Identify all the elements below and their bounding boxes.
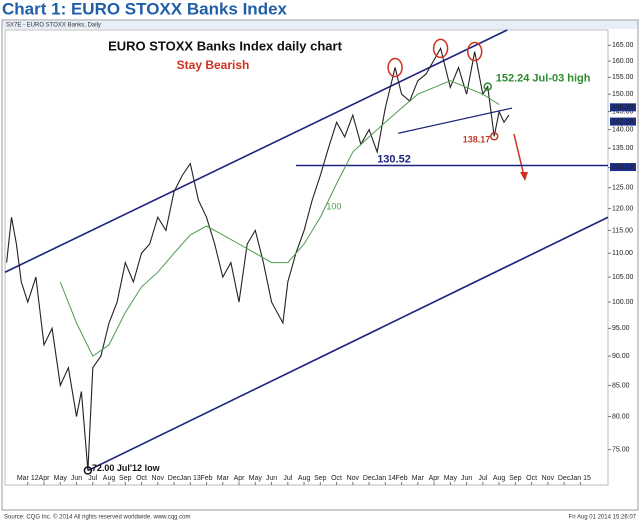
x-tick-label: Jun: [461, 475, 472, 482]
price-label: 142.20: [612, 118, 634, 125]
y-tick-label: 150.00: [612, 91, 634, 98]
annotation-label: 138.17: [463, 135, 491, 145]
y-tick-label: 75.00: [612, 446, 630, 453]
x-tick-label: Aug: [493, 475, 506, 482]
plot-area: [4, 29, 609, 486]
footer-date: Fri Aug 01 2014 15:26:07: [569, 515, 637, 521]
y-tick-label: 100.00: [612, 299, 634, 306]
x-tick-label: Jul: [88, 475, 97, 482]
y-tick-label: 140.00: [612, 126, 634, 133]
arrow-head: [520, 172, 528, 181]
x-tick-label: Sep: [314, 475, 327, 482]
x-tick-label: Jul: [478, 475, 487, 482]
y-tick-label: 145.00: [612, 108, 634, 115]
trendline: [398, 107, 513, 134]
trendline: [4, 29, 508, 273]
chart-header-bar: [3, 21, 637, 29]
bearish-arrow: [513, 133, 525, 177]
annotation-marker: [483, 82, 492, 91]
peak-circle: [432, 38, 449, 59]
annotation-marker: [489, 132, 499, 141]
chart-tagline: Stay Bearish: [177, 58, 250, 72]
x-tick-label: Oct: [331, 475, 342, 482]
y-tick-label: 135.00: [612, 145, 634, 152]
x-tick-label: Aug: [298, 475, 311, 482]
x-tick-label: Jan 14: [375, 475, 396, 482]
y-tick-label: 95.00: [612, 325, 630, 332]
y-tick-label: 80.00: [612, 413, 630, 420]
y-tick-label: 160.00: [612, 58, 634, 65]
annotation-marker: [83, 466, 93, 475]
y-tick-label: 90.00: [612, 353, 630, 360]
page-title: Chart 1: EURO STOXX Banks Index: [2, 0, 288, 18]
x-tick-label: Oct: [526, 475, 537, 482]
x-tick-label: Sep: [509, 475, 522, 482]
price-label-box: [610, 103, 636, 112]
annotation-label: 152.24 Jul-03 high: [496, 72, 591, 84]
x-tick-label: Dec: [558, 475, 571, 482]
series-label: 100: [326, 202, 341, 212]
y-tick-label: 125.00: [612, 185, 634, 192]
x-tick-label: Jun: [71, 475, 82, 482]
x-tick-label: Nov: [542, 475, 555, 482]
x-tick-label: Apr: [429, 475, 441, 482]
x-tick-label: Nov: [152, 475, 165, 482]
x-tick-label: Jul: [283, 475, 292, 482]
annotation-label: 72.00 Jul'12 low: [92, 463, 161, 473]
x-tick-label: Feb: [201, 475, 213, 482]
x-tick-label: Jan 15: [570, 475, 591, 482]
peak-circle: [387, 57, 403, 78]
x-tick-label: Jan 13: [180, 475, 201, 482]
x-tick-label: May: [54, 475, 68, 482]
x-tick-label: Sep: [119, 475, 132, 482]
y-tick-label: 165.00: [612, 42, 634, 49]
price-label: 146.20: [612, 104, 634, 111]
chart-subtitle: EURO STOXX Banks Index daily chart: [108, 38, 343, 53]
x-tick-label: Mar: [412, 475, 425, 482]
x-tick-label: Nov: [347, 475, 360, 482]
y-tick-label: 85.00: [612, 382, 630, 389]
price-label-box: [610, 163, 636, 172]
x-tick-label: May: [444, 475, 458, 482]
x-tick-label: Dec: [363, 475, 376, 482]
x-tick-label: Mar 12: [17, 475, 39, 482]
x-tick-label: Aug: [103, 475, 116, 482]
x-tick-label: Apr: [39, 475, 51, 482]
x-tick-label: Feb: [396, 475, 408, 482]
y-tick-label: 105.00: [612, 274, 634, 281]
header-text: SX7E - EURO STOXX Banks, Daily: [6, 23, 101, 29]
footer-source: Source: CQG Inc. © 2014 All rights reser…: [4, 514, 191, 521]
price-label: 130.13: [612, 164, 634, 171]
y-tick-label: 115.00: [612, 227, 633, 234]
x-tick-label: Apr: [234, 475, 246, 482]
trendline: [87, 216, 609, 472]
x-tick-label: Dec: [168, 475, 181, 482]
x-tick-label: Oct: [136, 475, 147, 482]
peak-circle: [466, 41, 483, 62]
y-tick-label: 155.00: [612, 74, 634, 81]
y-tick-label: 120.00: [612, 205, 634, 212]
x-tick-label: Jun: [266, 475, 277, 482]
x-tick-label: May: [249, 475, 263, 482]
x-tick-label: Mar: [217, 475, 230, 482]
price-label-box: [610, 117, 636, 126]
moving-average: [59, 80, 500, 357]
support-label: 130.52: [377, 153, 411, 165]
y-tick-label: 110.00: [612, 250, 633, 257]
price-line: [6, 46, 510, 471]
